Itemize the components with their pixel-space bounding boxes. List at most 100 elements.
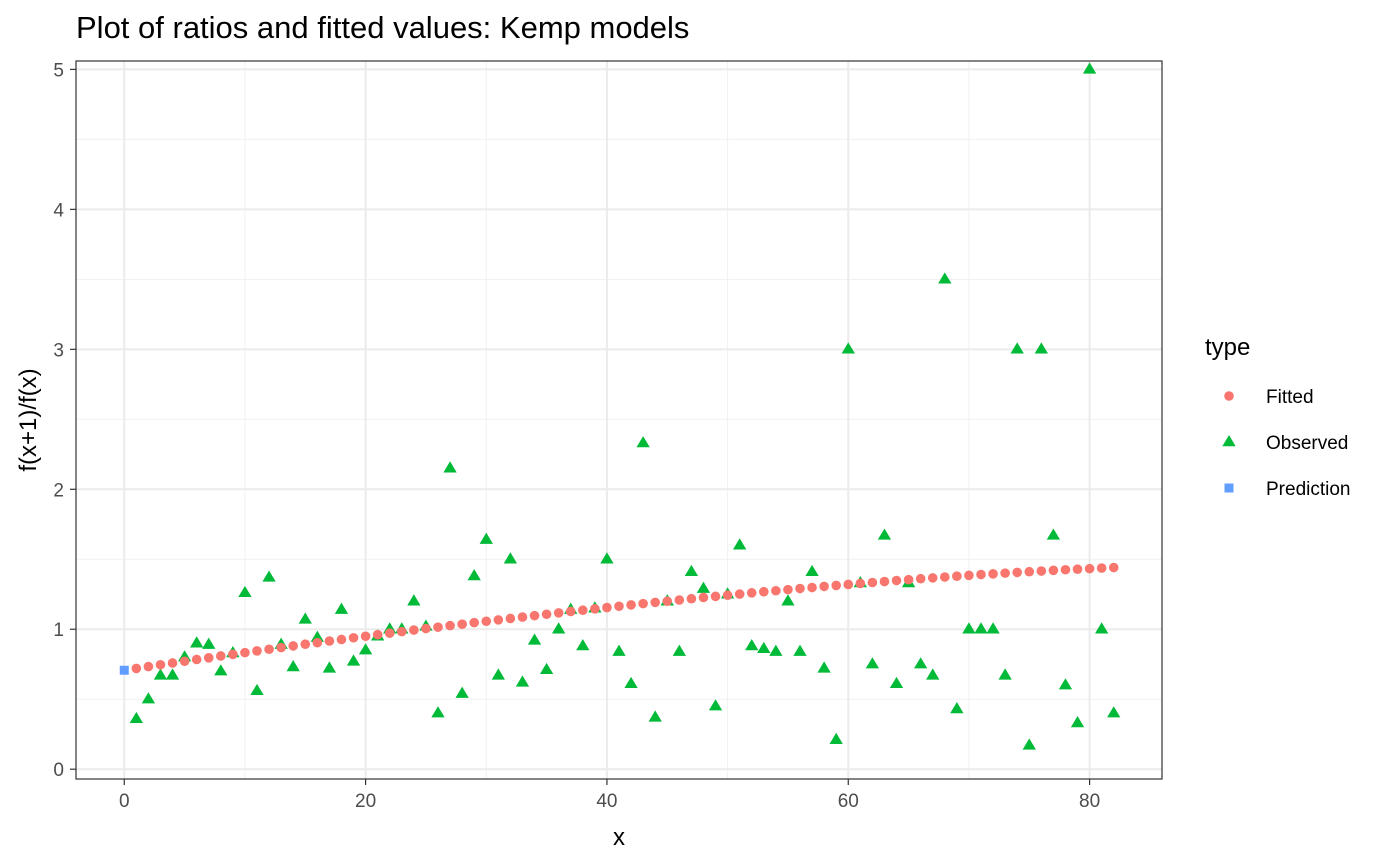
x-axis-ticks: 0 20 40 60 80 (119, 779, 1100, 812)
legend-label-observed: Observed (1266, 433, 1348, 454)
fitted-point (807, 582, 817, 593)
fitted-point (300, 639, 311, 650)
fitted-point (698, 592, 709, 603)
fitted-point (746, 588, 757, 598)
observed-point (950, 702, 964, 714)
legend-key-prediction (1224, 483, 1234, 493)
observed-point (443, 461, 457, 473)
fitted-point (264, 644, 274, 655)
observed-point (515, 675, 530, 687)
fitted-point (167, 658, 178, 668)
observed-point (636, 436, 650, 448)
fitted-point (457, 619, 467, 630)
observed-point (805, 564, 819, 577)
fitted-point (541, 609, 552, 620)
legend-label-prediction: Prediction (1266, 479, 1351, 500)
observed-point (781, 594, 795, 606)
fitted-point (1108, 562, 1119, 573)
observed-point (503, 552, 518, 564)
fitted-point (855, 578, 866, 589)
fitted-point (578, 605, 588, 616)
observed-point (889, 676, 904, 689)
fitted-point (638, 598, 648, 609)
observed-point (733, 538, 747, 550)
observed-point (757, 641, 771, 654)
fitted-point (445, 620, 455, 631)
observed-point (310, 630, 324, 642)
fitted-point (469, 617, 480, 628)
legend-title: type (1205, 334, 1250, 361)
observed-point (322, 661, 337, 673)
fitted-point (940, 572, 950, 582)
minor-gridlines (76, 61, 1162, 779)
fitted-point (252, 646, 262, 656)
observed-point (165, 668, 180, 680)
x-tick-label: 60 (838, 791, 859, 812)
fitted-point (927, 573, 938, 583)
fitted-point (1096, 563, 1107, 573)
observed-point (829, 732, 843, 745)
fitted-point (324, 636, 335, 646)
fitted-point (131, 663, 142, 674)
fitted-point (1012, 567, 1022, 578)
x-tick-label: 0 (119, 791, 130, 812)
fitted-point (481, 616, 492, 627)
fitted-point (722, 590, 733, 601)
observed-point (1046, 528, 1061, 540)
observed-point (153, 668, 168, 680)
observed-point (1034, 342, 1048, 354)
observed-point (914, 657, 928, 669)
observed-point (1070, 716, 1085, 728)
fitted-point (1048, 565, 1059, 576)
y-tick-label: 5 (53, 60, 64, 81)
observed-point (817, 661, 831, 673)
fitted-point (191, 654, 202, 665)
observed-point (552, 622, 566, 634)
fitted-point (421, 623, 431, 634)
fitted-point (155, 659, 166, 670)
observed-point (708, 699, 723, 711)
fitted-point (1036, 566, 1047, 576)
observed-point (141, 692, 156, 704)
y-tick-label: 1 (53, 620, 64, 641)
observed-point (793, 644, 807, 656)
fitted-point (915, 573, 926, 584)
legend-key-observed (1222, 435, 1236, 447)
fitted-point (409, 625, 419, 635)
fitted-point (771, 585, 781, 596)
fitted-point (976, 569, 986, 580)
x-tick-label: 40 (596, 791, 617, 812)
observed-point (262, 570, 276, 582)
fitted-point (276, 642, 286, 653)
fitted-point (879, 576, 890, 587)
observed-point (431, 706, 445, 718)
observed-point (202, 637, 216, 649)
fitted-point (795, 583, 805, 594)
fitted-point (216, 651, 226, 661)
fitted-point (397, 626, 407, 637)
observed-point (539, 662, 554, 675)
observed-point (358, 643, 373, 655)
observed-point (190, 636, 204, 648)
panel-border (75, 60, 1163, 780)
fitted-point (384, 628, 395, 638)
fitted-point (179, 656, 190, 667)
fitted-point (1000, 568, 1010, 578)
y-axis-ticks: 0 1 2 3 4 5 (53, 60, 76, 781)
fitted-point (288, 641, 299, 651)
fitted-point (312, 637, 323, 648)
observed-point (938, 272, 952, 284)
chart-title: Plot of ratios and fitted values: Kemp m… (76, 10, 690, 45)
y-tick-label: 2 (53, 480, 64, 501)
observed-point (998, 668, 1012, 680)
fitted-point (988, 569, 998, 579)
y-tick-label: 4 (53, 200, 64, 221)
fitted-point (517, 612, 528, 622)
observed-point (1022, 738, 1036, 750)
fitted-point (964, 570, 974, 581)
x-tick-label: 80 (1079, 791, 1100, 812)
observed-point (600, 552, 614, 564)
y-tick-label: 3 (53, 340, 64, 361)
observed-point (214, 664, 228, 676)
